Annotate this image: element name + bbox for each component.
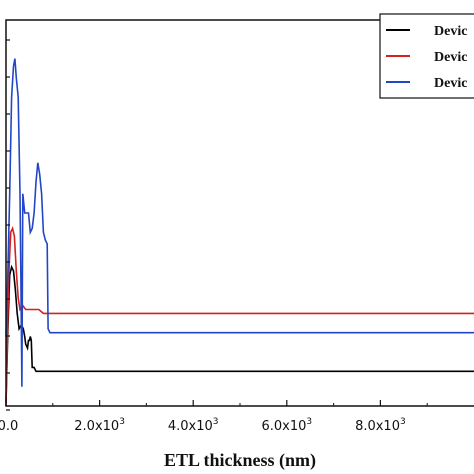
x-tick-exponent: 3 — [400, 417, 406, 427]
x-tick-label: 8.0x103 — [355, 417, 406, 434]
x-tick-exponent: 3 — [119, 417, 125, 427]
legend: Devic Devic Devic — [379, 13, 474, 99]
series-line-1 — [5, 264, 474, 403]
plot-frame — [5, 19, 474, 407]
legend-label-3: Devic — [434, 76, 467, 91]
series-line-3 — [5, 58, 474, 387]
x-tick-label: 4.0x103 — [168, 417, 219, 434]
series-line-2 — [5, 226, 474, 407]
legend-label-1: Devic — [434, 24, 467, 39]
x-tick-label: 0.0 — [0, 419, 18, 434]
x-tick-label: 2.0x103 — [74, 417, 125, 434]
legend-label-2: Devic — [434, 50, 467, 65]
x-tick-exponent: 3 — [213, 417, 219, 427]
x-tick-label: 6.0x103 — [261, 417, 312, 434]
x-axis-title: ETL thickness (nm) — [164, 450, 316, 471]
x-tick-exponent: 3 — [306, 417, 312, 427]
